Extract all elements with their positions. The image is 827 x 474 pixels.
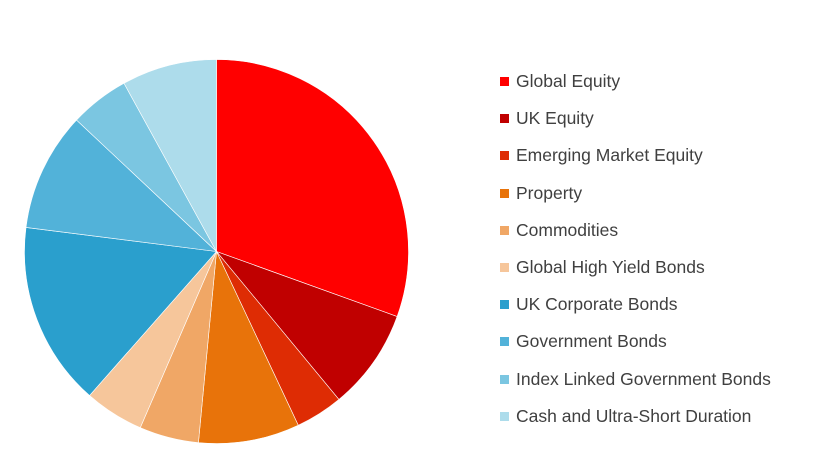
legend-swatch [500,114,509,124]
legend-swatch [500,374,509,384]
pie-slice-uk-equity [215,250,398,400]
legend-item: Commodities [500,212,820,249]
chart-legend: Global Equity UK Equity Emerging Market Eq… [500,63,820,435]
legend-item: UK Corporate Bonds [500,286,820,323]
legend-label: Global High Yield Bonds [516,257,705,278]
pie-slice-cash-and-ultra-short-duration [123,59,217,252]
legend-item: Government Bonds [500,323,820,360]
legend-item: Index Linked Government Bonds [500,361,820,398]
legend-item: Cash and Ultra-Short Duration [500,398,820,435]
pie-slice-global-equity [216,59,409,317]
legend-label: Global Equity [516,71,621,92]
legend-label: Index Linked Government Bonds [516,368,771,389]
legend-label: UK Corporate Bonds [516,294,678,315]
pie-slice-property [198,250,299,444]
legend-label: Government Bonds [516,331,667,352]
pie-slice-uk-corporate-bonds [24,227,218,396]
legend-item: Property [500,175,820,212]
legend-swatch [500,151,509,161]
legend-swatch [500,188,509,198]
legend-item: Global Equity [500,63,820,100]
legend-label: Emerging Market Equity [516,145,703,166]
pie-slice-government-bonds [25,119,218,252]
legend-item: Global High Yield Bonds [500,249,820,286]
legend-swatch [500,77,509,87]
legend-item: Emerging Market Equity [500,137,820,174]
legend-swatch [500,263,509,273]
legend-swatch [500,300,509,310]
legend-swatch [500,411,509,421]
legend-item: UK Equity [500,100,820,137]
legend-label: Commodities [516,219,619,240]
legend-swatch [500,225,509,235]
legend-label: UK Equity [516,108,594,129]
legend-swatch [500,337,509,347]
legend-label: Property [516,182,583,203]
legend-label: Cash and Ultra-Short Duration [516,405,752,426]
